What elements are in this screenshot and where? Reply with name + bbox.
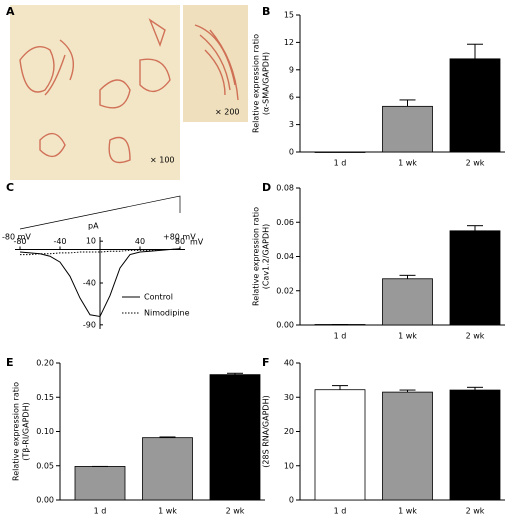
y-tick-label: 0 [289,496,294,505]
x-tick-label: 2 wk [226,507,245,516]
y-tick-label: 10 [284,461,294,470]
magnification: × 200 [215,108,240,117]
panel-letter: D [262,181,271,194]
legend-label: Control [144,293,173,302]
y-axis-label: Relative expression ratio [252,34,261,133]
y-axis-label: Relative expression ratio [12,382,21,481]
y-tick-label: 0.10 [36,427,54,436]
x-tick-label: 1 wk [158,507,177,516]
y-tick-label: 0.15 [36,393,54,402]
y-unit: pA [88,222,99,231]
current-trace [19,248,181,318]
panel-letter: F [262,356,270,369]
x-tick-label: 40 [135,237,145,246]
bar [382,391,433,501]
y-tick-label: 40 [284,359,294,368]
panel-letter: B [262,5,270,18]
bar [449,58,501,153]
y-tick-label: -90 [83,320,96,329]
magnification: × 100 [150,156,175,165]
y-tick-label: 0.06 [276,218,294,227]
legend-label: Nimodipine [144,309,190,318]
bar [449,230,501,326]
x-tick-label: 80 [175,237,185,246]
x-tick-label: 1 wk [398,332,417,341]
x-tick-label: 2 wk [466,332,485,341]
voltage-protocol [19,195,181,230]
y-axis-label: Relative expression ratio [252,382,261,481]
y-axis-label: (Cav1.2/GAPDH) [262,224,271,290]
y-tick-label: 12 [284,38,294,47]
x-tick-label: -40 [53,237,66,246]
y-tick-label: -40 [83,279,96,288]
x-tick-label: 1 d [94,507,107,516]
protocol-label: -80 mV [2,233,31,242]
panel-letter: C [6,181,14,194]
y-tick-label: 6 [289,93,294,102]
y-axis-label: (Tβ-RI/GAPDH) [22,402,31,460]
x-tick-label: 2 wk [466,507,485,516]
y-axis-label: (α-SMA/GAPDH) [262,52,271,115]
bar [382,105,433,153]
micrograph: A × 100 × 200 [6,5,248,180]
y-tick-label: 0 [289,148,294,157]
y-tick-label: 0.02 [276,286,294,295]
x-tick-label: 1 wk [398,159,417,168]
y-tick-label: 15 [284,11,294,20]
x-tick-label: 1 wk [398,507,417,516]
x-tick-label: 1 d [334,507,347,516]
bar [209,374,261,501]
bar [449,389,501,501]
y-tick-label: 0.20 [36,359,54,368]
panel-letter: A [6,5,15,18]
y-tick-label: 0.05 [36,461,54,470]
x-tick-label: 1 d [334,159,347,168]
bar [74,466,126,501]
y-tick-label: 0.00 [276,321,294,330]
x-unit: mV [190,238,204,247]
bar [142,437,193,501]
x-tick-label: 2 wk [466,159,485,168]
x-tick-label: 1 d [334,332,347,341]
protocol-label: +80 mV [163,233,196,242]
bar [314,389,366,501]
bar [382,278,433,326]
y-axis-label: (28S RNA/GAPDH) [262,395,271,467]
y-tick-label: 3 [289,120,294,129]
y-tick-label: 9 [289,65,294,74]
y-tick-label: 0.00 [36,496,54,505]
y-tick-label: 10 [86,237,96,246]
y-tick-label: 30 [284,393,294,402]
y-axis-label: Relative expression ratio [252,207,261,306]
y-tick-label: 0.08 [276,184,294,193]
y-tick-label: 20 [284,427,294,436]
panel-letter: E [6,356,14,369]
x-tick-label: -80 [13,237,26,246]
y-tick-label: 0.04 [276,252,294,261]
